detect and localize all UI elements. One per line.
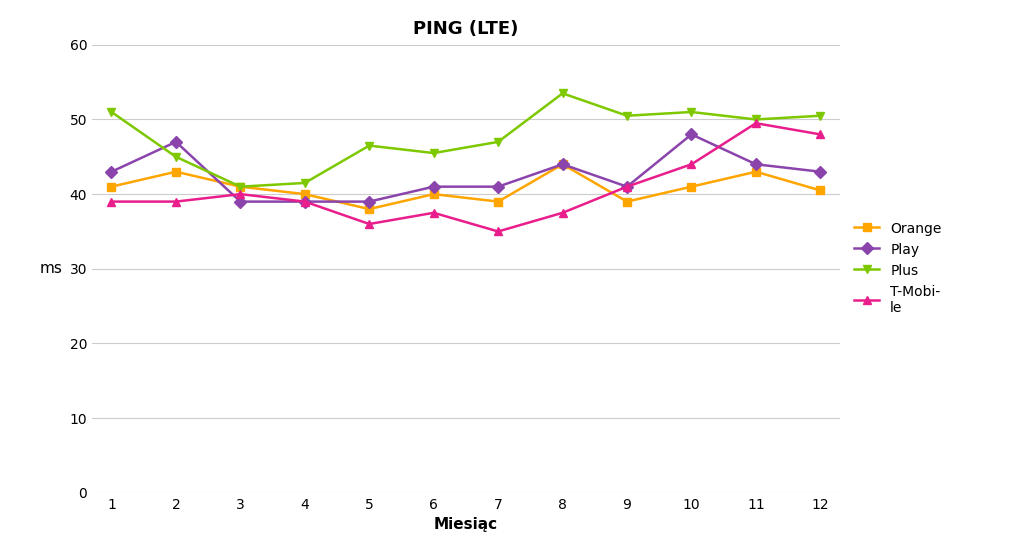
Orange [170,169,182,175]
Orange [814,187,826,194]
T-Mobi-
le [105,198,118,205]
Play [428,183,440,190]
Orange [492,198,504,205]
Play [556,161,568,167]
T-Mobi-
le [170,198,182,205]
Title: PING (LTE): PING (LTE) [414,20,518,38]
Plus [105,109,118,115]
T-Mobi-
le [492,228,504,235]
Orange [556,161,568,167]
Play [621,183,633,190]
T-Mobi-
le [234,191,247,198]
Plus [170,153,182,160]
Plus [621,113,633,119]
Play [814,169,826,175]
Orange [750,169,762,175]
T-Mobi-
le [556,209,568,216]
T-Mobi-
le [685,161,697,167]
Plus [814,113,826,119]
T-Mobi-
le [621,183,633,190]
Plus [364,142,376,149]
Line: Plus: Plus [108,89,824,191]
Plus [492,138,504,145]
Play [170,138,182,145]
T-Mobi-
le [750,120,762,127]
Play [234,198,247,205]
Orange [234,183,247,190]
Orange [428,191,440,198]
X-axis label: Miesiąc: Miesiąc [434,517,498,532]
Plus [234,183,247,190]
Orange [685,183,697,190]
Play [299,198,311,205]
Plus [750,116,762,123]
T-Mobi-
le [299,198,311,205]
Play [105,169,118,175]
Play [492,183,504,190]
Line: Play: Play [108,130,824,206]
T-Mobi-
le [814,131,826,138]
Orange [105,183,118,190]
T-Mobi-
le [428,209,440,216]
Play [685,131,697,138]
Play [364,198,376,205]
Line: Orange: Orange [108,160,824,213]
Line: T-Mobi-
le: T-Mobi- le [108,119,824,236]
Orange [364,206,376,212]
Orange [299,191,311,198]
Play [750,161,762,167]
T-Mobi-
le [364,221,376,227]
Plus [685,109,697,115]
Legend: Orange, Play, Plus, T-Mobi-
le: Orange, Play, Plus, T-Mobi- le [854,222,942,315]
Orange [621,198,633,205]
Plus [428,150,440,156]
Y-axis label: ms: ms [40,262,62,276]
Plus [556,90,568,97]
Plus [299,180,311,186]
